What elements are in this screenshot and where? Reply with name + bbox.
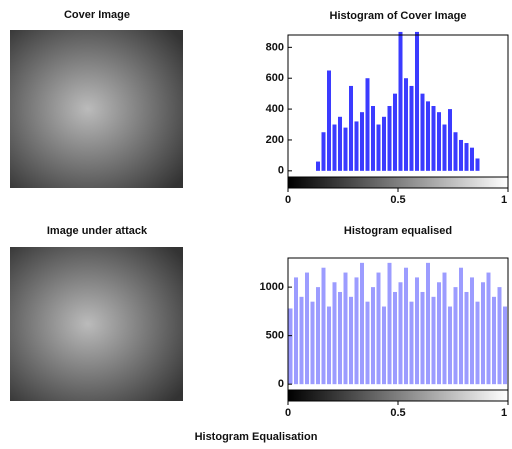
y-tick-label: 800: [266, 41, 284, 53]
bar: [432, 106, 436, 171]
bar: [338, 292, 342, 384]
bar: [344, 273, 348, 385]
bar: [481, 282, 485, 384]
bar: [404, 268, 408, 384]
bar: [371, 106, 375, 171]
bar: [360, 112, 364, 171]
bar: [410, 86, 414, 171]
chart-title: Histogram equalised: [344, 225, 452, 237]
bar: [300, 297, 304, 384]
bar: [498, 287, 502, 384]
bar: [459, 268, 463, 384]
bar: [322, 132, 326, 171]
bar: [448, 109, 452, 171]
bar: [415, 277, 419, 384]
x-tick-label: 0.5: [390, 194, 405, 206]
y-tick-label: 0: [278, 378, 284, 390]
bar: [333, 125, 337, 171]
y-tick-label: 600: [266, 72, 284, 84]
y-tick-label: 200: [266, 134, 284, 146]
bar: [393, 292, 397, 384]
bar: [432, 297, 436, 384]
bar: [404, 78, 408, 171]
bar: [426, 101, 430, 170]
y-tick-label: 0: [278, 165, 284, 177]
bar: [421, 94, 425, 171]
x-tick-label: 1: [501, 194, 507, 206]
attacked-image: [10, 247, 183, 401]
bar: [355, 121, 359, 170]
bar: [399, 282, 403, 384]
bar: [437, 112, 441, 171]
bar: [448, 307, 452, 385]
bar: [465, 143, 469, 171]
bar: [421, 292, 425, 384]
x-tick-label: 0.5: [390, 407, 405, 419]
colorbar: [288, 177, 508, 188]
bar: [382, 307, 386, 385]
bar: [410, 302, 414, 385]
bar: [349, 297, 353, 384]
x-tick-label: 0: [285, 194, 291, 206]
bar: [487, 273, 491, 385]
bar: [377, 125, 381, 171]
bar: [476, 302, 480, 385]
bar: [294, 277, 298, 384]
bar: [454, 287, 458, 384]
bar: [333, 282, 337, 384]
bar: [454, 132, 458, 171]
bar: [322, 268, 326, 384]
bar: [366, 78, 370, 171]
bar: [399, 32, 403, 171]
bar: [366, 302, 370, 385]
bar: [470, 277, 474, 384]
bar: [355, 277, 359, 384]
bar: [388, 263, 392, 384]
bar: [443, 125, 447, 171]
bar: [415, 32, 419, 171]
bar: [311, 302, 315, 385]
bar: [503, 307, 507, 385]
bar: [360, 263, 364, 384]
y-tick-label: 1000: [260, 281, 284, 293]
bar: [459, 140, 463, 171]
bar: [426, 263, 430, 384]
image-title: Image under attack: [47, 225, 148, 237]
bar: [371, 287, 375, 384]
figure: Cover Image Image under attack Histogram…: [0, 0, 512, 449]
bar: [388, 106, 392, 171]
x-tick-label: 1: [501, 407, 507, 419]
bar: [316, 287, 320, 384]
bar: [327, 71, 331, 171]
bar: [393, 94, 397, 171]
bar: [344, 128, 348, 171]
bar: [470, 148, 474, 171]
bar: [492, 297, 496, 384]
y-tick-label: 500: [266, 330, 284, 342]
bar: [327, 307, 331, 385]
bar: [437, 282, 441, 384]
bar: [377, 273, 381, 385]
bar: [316, 162, 320, 171]
bar: [349, 86, 353, 171]
bar: [305, 273, 309, 385]
x-tick-label: 0: [285, 407, 291, 419]
bar: [338, 117, 342, 171]
cover-image: [10, 30, 183, 188]
bar: [443, 273, 447, 385]
image-title: Cover Image: [64, 9, 130, 21]
colorbar: [288, 390, 508, 401]
bar: [382, 117, 386, 171]
bar: [289, 308, 293, 384]
y-tick-label: 400: [266, 103, 284, 115]
bar: [465, 292, 469, 384]
bar: [476, 158, 480, 170]
figure-title: Histogram Equalisation: [195, 431, 318, 443]
chart-title: Histogram of Cover Image: [330, 10, 467, 22]
